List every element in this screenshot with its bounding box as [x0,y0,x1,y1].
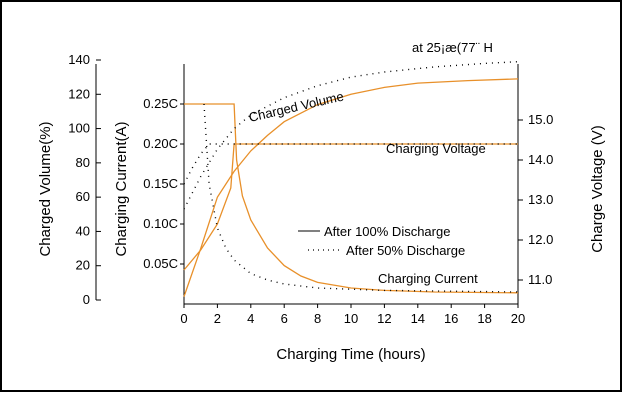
x-axis-tick-label: 16 [444,311,458,326]
temperature-note: at 25¡æ(77¨ H [412,40,493,55]
right-axis-title: Charge Voltage (V) [589,125,606,253]
left-axis-1-tick-label: 120 [68,86,90,101]
legend-label-50: After 50% Discharge [346,243,465,258]
x-axis-tick-label: 20 [511,311,525,326]
left-axis-2-tick-label: 0.25C [143,96,178,111]
x-axis-tick-label: 0 [180,311,187,326]
right-axis-tick-label: 12.0 [528,232,553,247]
x-axis-title: Charging Time (hours) [276,346,425,363]
annotation-charging-current: Charging Current [378,271,478,286]
series-line-dotted-left_1-4 [183,61,519,210]
annotation-charging-voltage: Charging Voltage [386,141,486,156]
series-line-solid-left_1-2 [183,78,519,297]
left-axis-1-tick-label: 20 [76,258,90,273]
left-axis-1-tick-label: 0 [83,292,90,307]
right-axis-tick-label: 15.0 [528,112,553,127]
series-line-dotted-right-5 [183,143,518,185]
legend: After 100% Discharge After 50% Discharge [298,224,465,258]
series-line-solid-left_2-1 [184,103,519,294]
left-axis-1-tick-label: 100 [68,121,90,136]
right-axis-tick-label: 14.0 [528,152,553,167]
series-line-dotted-left_2-3 [203,103,519,293]
left-axis-1-tick-label: 60 [76,189,90,204]
annotation-charged-volume: Charged Volume [247,89,345,125]
left-axis-1-tick-label: 80 [76,155,90,170]
legend-label-100: After 100% Discharge [324,224,450,239]
left-axis-2-title: Charging Current(A) [113,121,130,256]
left-axis-1-tick-label: 140 [68,52,90,67]
x-axis-tick-label: 4 [247,311,254,326]
x-axis-tick-label: 8 [314,311,321,326]
left-axis-2-tick-label: 0.05C [143,256,178,271]
left-axis-2-tick-label: 0.20C [143,136,178,151]
x-axis-tick-label: 2 [214,311,221,326]
right-axis-tick-label: 13.0 [528,192,553,207]
x-axis-tick-label: 10 [344,311,358,326]
x-axis-tick-label: 12 [377,311,391,326]
left-axis-1-tick-label: 40 [76,223,90,238]
left-axis-1-title: Charged Volume(%) [37,121,54,256]
x-axis-tick-label: 14 [411,311,425,326]
left-axis-2-tick-label: 0.15C [143,176,178,191]
left-axis-2-tick-label: 0.10C [143,216,178,231]
x-axis-tick-label: 6 [281,311,288,326]
x-axis-tick-label: 18 [477,311,491,326]
right-axis-tick-label: 11.0 [528,272,552,287]
